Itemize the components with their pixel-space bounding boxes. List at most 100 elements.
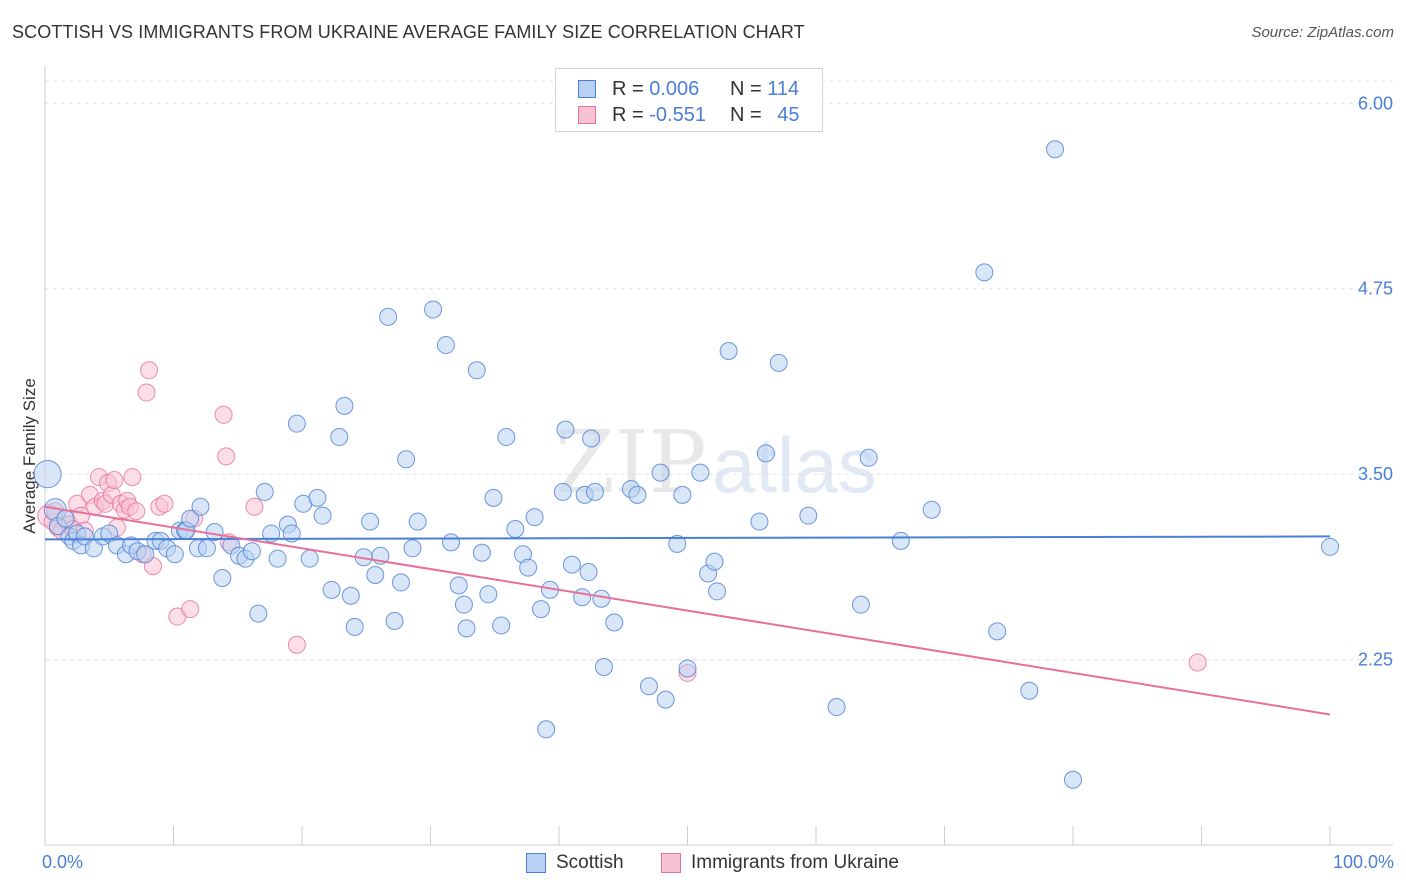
data-point-scottish (268, 549, 287, 568)
data-point-ukraine (245, 497, 264, 516)
data-point-ukraine (155, 494, 174, 513)
data-point-scottish (891, 531, 910, 550)
data-point-scottish (313, 506, 332, 525)
data-point-scottish (379, 307, 398, 326)
legend-r-value-scottish: 0.006 (649, 78, 700, 100)
data-point-scottish (656, 690, 675, 709)
data-point-scottish (262, 524, 281, 543)
data-point-scottish (497, 428, 516, 447)
data-point-scottish (678, 659, 697, 678)
data-point-scottish (442, 533, 461, 552)
data-point-scottish (341, 586, 360, 605)
data-point-scottish (988, 622, 1007, 641)
data-point-scottish (479, 585, 498, 604)
data-point-scottish (582, 429, 601, 448)
watermark: ZIP atlas (555, 413, 877, 513)
data-point-scottish (639, 677, 658, 696)
data-point-ukraine (1188, 653, 1207, 672)
data-point-ukraine (217, 447, 236, 466)
data-point-scottish (719, 341, 738, 360)
data-point-ukraine (127, 502, 146, 521)
data-point-scottish (594, 657, 613, 676)
data-point-scottish (1020, 681, 1039, 700)
data-point-scottish (397, 450, 416, 469)
gridlines (45, 80, 1393, 661)
data-point-scottish (537, 720, 556, 739)
data-point-scottish (769, 353, 788, 372)
data-point-scottish (628, 485, 647, 504)
legend-n-label: N = (730, 78, 768, 100)
data-point-scottish (403, 539, 422, 558)
data-point-scottish (592, 589, 611, 608)
data-point-scottish (579, 563, 598, 582)
data-point-scottish (165, 545, 184, 564)
source-credit: Source: ZipAtlas.com (1251, 24, 1394, 41)
data-point-scottish (366, 566, 385, 585)
data-point-scottish (585, 482, 604, 501)
data-point-scottish (472, 543, 491, 562)
legend-swatch-ukraine (661, 853, 681, 873)
data-point-scottish (1064, 770, 1082, 789)
data-point-scottish (708, 582, 727, 601)
data-point-scottish (1046, 140, 1065, 159)
legend-n-value-scottish: 114 (767, 78, 800, 100)
data-point-scottish (691, 463, 710, 482)
data-point-ukraine (214, 405, 233, 424)
data-point-scottish (519, 558, 538, 577)
data-point-scottish (33, 460, 62, 489)
legend-r-label: R = (612, 104, 650, 126)
data-point-scottish (705, 552, 724, 571)
data-point-scottish (322, 580, 341, 599)
trend-line-ukraine (44, 505, 1331, 716)
data-point-scottish (556, 420, 575, 439)
data-point-scottish (851, 595, 870, 614)
data-point-scottish (799, 506, 818, 525)
data-point-scottish (467, 361, 486, 380)
axes (44, 66, 1393, 846)
data-point-ukraine (123, 468, 142, 487)
data-point-scottish (330, 428, 349, 447)
data-point-ukraine (181, 600, 200, 619)
data-point-scottish (385, 611, 404, 630)
series-scottish (33, 140, 1339, 789)
data-point-scottish (197, 539, 216, 558)
data-point-scottish (859, 448, 878, 467)
data-point-scottish (287, 414, 306, 433)
data-point-scottish (492, 616, 511, 635)
data-point-scottish (308, 488, 327, 507)
data-point-scottish (525, 508, 544, 527)
x-tick-label-min: 0.0% (42, 852, 84, 872)
data-point-scottish (181, 509, 200, 528)
data-point-scottish (750, 512, 769, 531)
series-ukraine (37, 361, 1207, 682)
data-point-scottish (300, 549, 319, 568)
data-point-scottish (249, 604, 268, 623)
data-point-scottish (605, 613, 624, 632)
data-point-ukraine (137, 383, 156, 402)
data-point-scottish (255, 482, 274, 501)
data-point-scottish (56, 509, 75, 528)
legend-n-label: N = (730, 104, 768, 126)
data-point-scottish (213, 568, 232, 587)
legend-n-value-ukraine: 45 (777, 104, 800, 126)
data-point-scottish (436, 336, 455, 355)
y-tick-labels: 6.00 4.75 3.50 2.25 (1358, 93, 1393, 669)
y-tick-label: 6.00 (1358, 93, 1393, 113)
data-point-ukraine (140, 361, 159, 380)
data-point-scottish (457, 619, 476, 638)
data-point-scottish (532, 600, 551, 619)
watermark-atlas: atlas (712, 421, 877, 509)
data-point-scottish (573, 588, 592, 607)
data-point-scottish (345, 617, 364, 636)
data-point-scottish (1321, 537, 1339, 556)
y-tick-label: 2.25 (1358, 650, 1393, 670)
data-point-scottish (922, 500, 941, 519)
data-point-scottish (827, 698, 846, 717)
data-point-scottish (975, 263, 994, 282)
data-point-scottish (454, 595, 473, 614)
data-point-scottish (673, 485, 692, 504)
data-point-scottish (242, 542, 261, 561)
data-point-scottish (651, 463, 670, 482)
data-point-scottish (424, 300, 443, 319)
